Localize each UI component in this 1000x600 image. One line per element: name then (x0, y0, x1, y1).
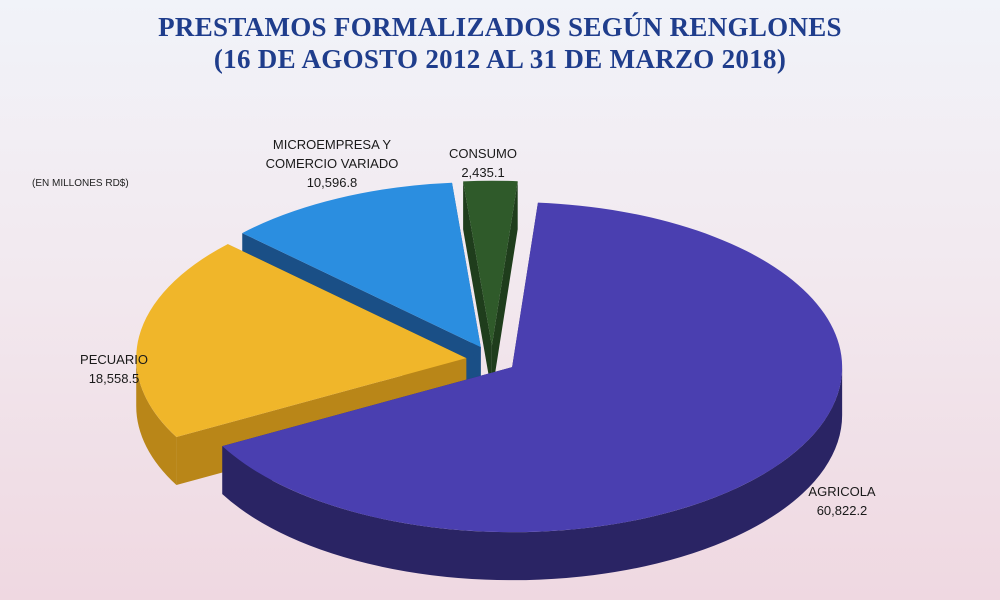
slice-value: 2,435.1 (461, 165, 504, 180)
slice-side (222, 367, 843, 581)
slice-side (136, 358, 177, 486)
pie-slice (222, 202, 843, 581)
slice-name: MICROEMPRESA Y (273, 137, 392, 152)
chart-title: PRESTAMOS FORMALIZADOS SEGÚN RENGLONES (158, 12, 842, 42)
pie-slice (463, 180, 518, 394)
slice-value: 18,558.5 (89, 371, 140, 386)
slice-value: 60,822.2 (817, 503, 868, 518)
slice-top (136, 244, 467, 438)
slice-label: AGRICOLA 60,822.2 (808, 484, 876, 518)
slice-top (222, 202, 843, 533)
slice-name: COMERCIO VARIADO (266, 156, 399, 171)
slice-value: 10,596.8 (307, 175, 358, 190)
slice-cut-face (491, 181, 518, 394)
slice-name: AGRICOLA (808, 484, 876, 499)
slice-name: PECUARIO (80, 352, 148, 367)
slice-label: PECUARIO 18,558.5 (80, 352, 148, 386)
chart-subtitle: (16 DE AGOSTO 2012 AL 31 DE MARZO 2018) (213, 44, 787, 74)
slice-top (463, 180, 518, 346)
slice-label: CONSUMO 2,435.1 (449, 146, 517, 180)
slice-name: CONSUMO (449, 146, 517, 161)
slice-label: MICROEMPRESA Y COMERCIO VARIADO 10,596.8 (266, 137, 399, 190)
slice-cut-face (463, 181, 492, 394)
slice-top (242, 182, 481, 348)
unit-note: (EN MILLONES RD$) (32, 178, 129, 189)
